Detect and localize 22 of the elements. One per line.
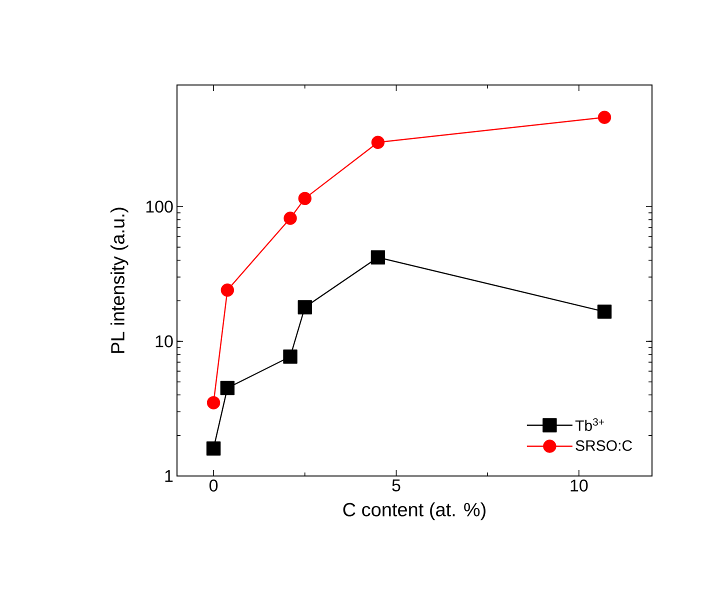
legend-label: Tb$^{3+}$ (575, 418, 604, 431)
point (206, 441, 221, 456)
point (206, 396, 220, 410)
x-tick-label: 5 (392, 480, 400, 492)
point (298, 192, 312, 206)
point (283, 350, 298, 364)
x-axis-title: C content (at. %) (343, 502, 486, 520)
point (298, 300, 312, 314)
y-tick-label: 10 (156, 335, 173, 348)
x-tick-label: 0 (209, 480, 218, 492)
y-tick-label: 100 (146, 200, 173, 213)
x-tick-label: 10 (570, 480, 588, 492)
point (371, 136, 385, 149)
point (220, 380, 235, 396)
point (597, 304, 612, 319)
y-tick-label: 1 (165, 470, 173, 482)
legend-label: SRSO:C (576, 440, 632, 451)
y-axis-title: PL intensity (a.u.) (110, 208, 128, 353)
point (370, 250, 386, 264)
point (220, 284, 234, 297)
point (598, 110, 612, 124)
point (284, 212, 297, 225)
